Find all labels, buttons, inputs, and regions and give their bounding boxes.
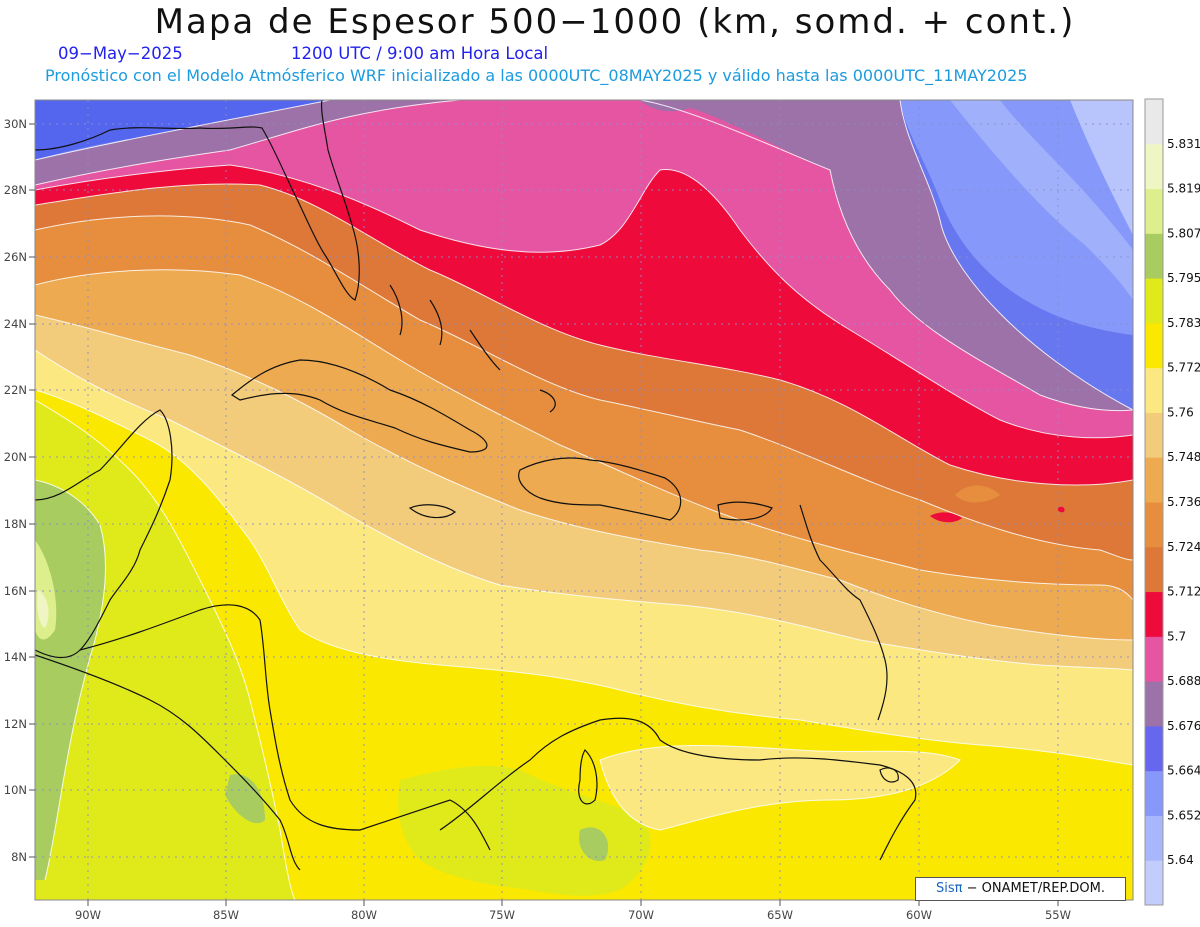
colorbar-swatch xyxy=(1145,591,1163,637)
colorbar-label: 5.783 xyxy=(1167,316,1200,330)
colorbar-label: 5.64 xyxy=(1167,853,1194,867)
lat-label: 24N xyxy=(4,317,27,331)
lat-label: 14N xyxy=(4,650,27,664)
credit-text: − ONAMET/REP.DOM. xyxy=(962,881,1105,896)
lat-label: 18N xyxy=(4,517,27,531)
colorbar-frame xyxy=(1144,98,1164,906)
credit-box: Sisπ − ONAMET/REP.DOM. xyxy=(915,877,1126,901)
colorbar: 5.831 5.819 5.807 5.795 5.783 5.772 5.76 5.748 5… xyxy=(1144,98,1200,906)
lon-label: 75W xyxy=(489,908,515,922)
lon-label: 90W xyxy=(75,908,101,922)
colorbar-swatch xyxy=(1145,233,1163,279)
lat-label: 22N xyxy=(4,383,27,397)
colorbar-swatch xyxy=(1145,412,1163,458)
colorbar-label: 5.664 xyxy=(1167,764,1200,778)
colorbar-label: 5.819 xyxy=(1167,182,1200,196)
colorbar-label: 5.724 xyxy=(1167,540,1200,554)
colorbar-swatch xyxy=(1145,502,1163,548)
colorbar-swatch xyxy=(1145,860,1163,906)
lat-label: 10N xyxy=(4,783,27,797)
longitude-labels: 90W 85W 80W 75W 70W 65W 60W 55W xyxy=(75,908,1071,922)
axis-ticks xyxy=(29,123,1059,906)
lat-label: 30N xyxy=(4,117,27,131)
lon-label: 60W xyxy=(906,908,932,922)
coastlines xyxy=(35,100,917,871)
colorbar-swatch xyxy=(1145,99,1163,145)
map-frame xyxy=(34,99,1134,901)
forecast-description: Pronóstico con el Modelo Atmósferico WRF… xyxy=(45,66,1028,85)
colorbar-swatch xyxy=(1145,322,1163,369)
forecast-time: 1200 UTC / 9:00 am Hora Local xyxy=(291,44,549,63)
lat-label: 8N xyxy=(11,850,27,864)
forecast-date: 09−May−2025 xyxy=(58,44,183,63)
thickness-contours xyxy=(35,100,1133,900)
colorbar-label: 5.772 xyxy=(1167,361,1200,375)
colorbar-label: 5.712 xyxy=(1167,585,1200,599)
lat-label: 28N xyxy=(4,183,27,197)
colorbar-swatch xyxy=(1145,636,1163,682)
colorbar-swatch xyxy=(1145,770,1163,816)
colorbar-swatch xyxy=(1145,188,1163,234)
colorbar-label: 5.7 xyxy=(1167,629,1186,643)
colorbar-label: 5.795 xyxy=(1167,271,1200,285)
lon-label: 65W xyxy=(767,908,793,922)
colorbar-label: 5.748 xyxy=(1167,450,1200,464)
lon-label: 70W xyxy=(628,908,654,922)
colorbar-swatch xyxy=(1145,725,1163,772)
lon-label: 85W xyxy=(213,908,239,922)
colorbar-label: 5.831 xyxy=(1167,137,1200,151)
colorbar-swatch xyxy=(1145,546,1163,593)
colorbar-label: 5.688 xyxy=(1167,674,1200,688)
lat-label: 12N xyxy=(4,717,27,731)
colorbar-swatch xyxy=(1145,278,1163,324)
colorbar-swatch xyxy=(1145,457,1163,503)
colorbar-label: 5.736 xyxy=(1167,495,1200,509)
colorbar-label: 5.76 xyxy=(1167,405,1194,419)
latitude-labels: 30N 28N 26N 24N 22N 20N 18N 16N 14N 12N … xyxy=(4,117,27,864)
lon-label: 55W xyxy=(1045,908,1071,922)
colorbar-swatch xyxy=(1145,143,1163,190)
colorbar-label: 5.676 xyxy=(1167,719,1200,733)
brand-logo: Sisπ xyxy=(935,881,963,896)
colorbar-label: 5.652 xyxy=(1167,808,1200,822)
map-title: Mapa de Espesor 500−1000 (km, somd. + co… xyxy=(154,2,1076,42)
colorbar-label: 5.807 xyxy=(1167,226,1200,240)
lat-label: 20N xyxy=(4,450,27,464)
lat-label: 16N xyxy=(4,584,27,598)
colorbar-swatch xyxy=(1145,367,1163,413)
colorbar-swatch xyxy=(1145,681,1163,727)
thickness-fill xyxy=(35,100,1133,900)
lon-label: 80W xyxy=(351,908,377,922)
lat-label: 26N xyxy=(4,250,27,264)
graticule xyxy=(35,100,1133,900)
colorbar-swatch xyxy=(1145,815,1163,861)
